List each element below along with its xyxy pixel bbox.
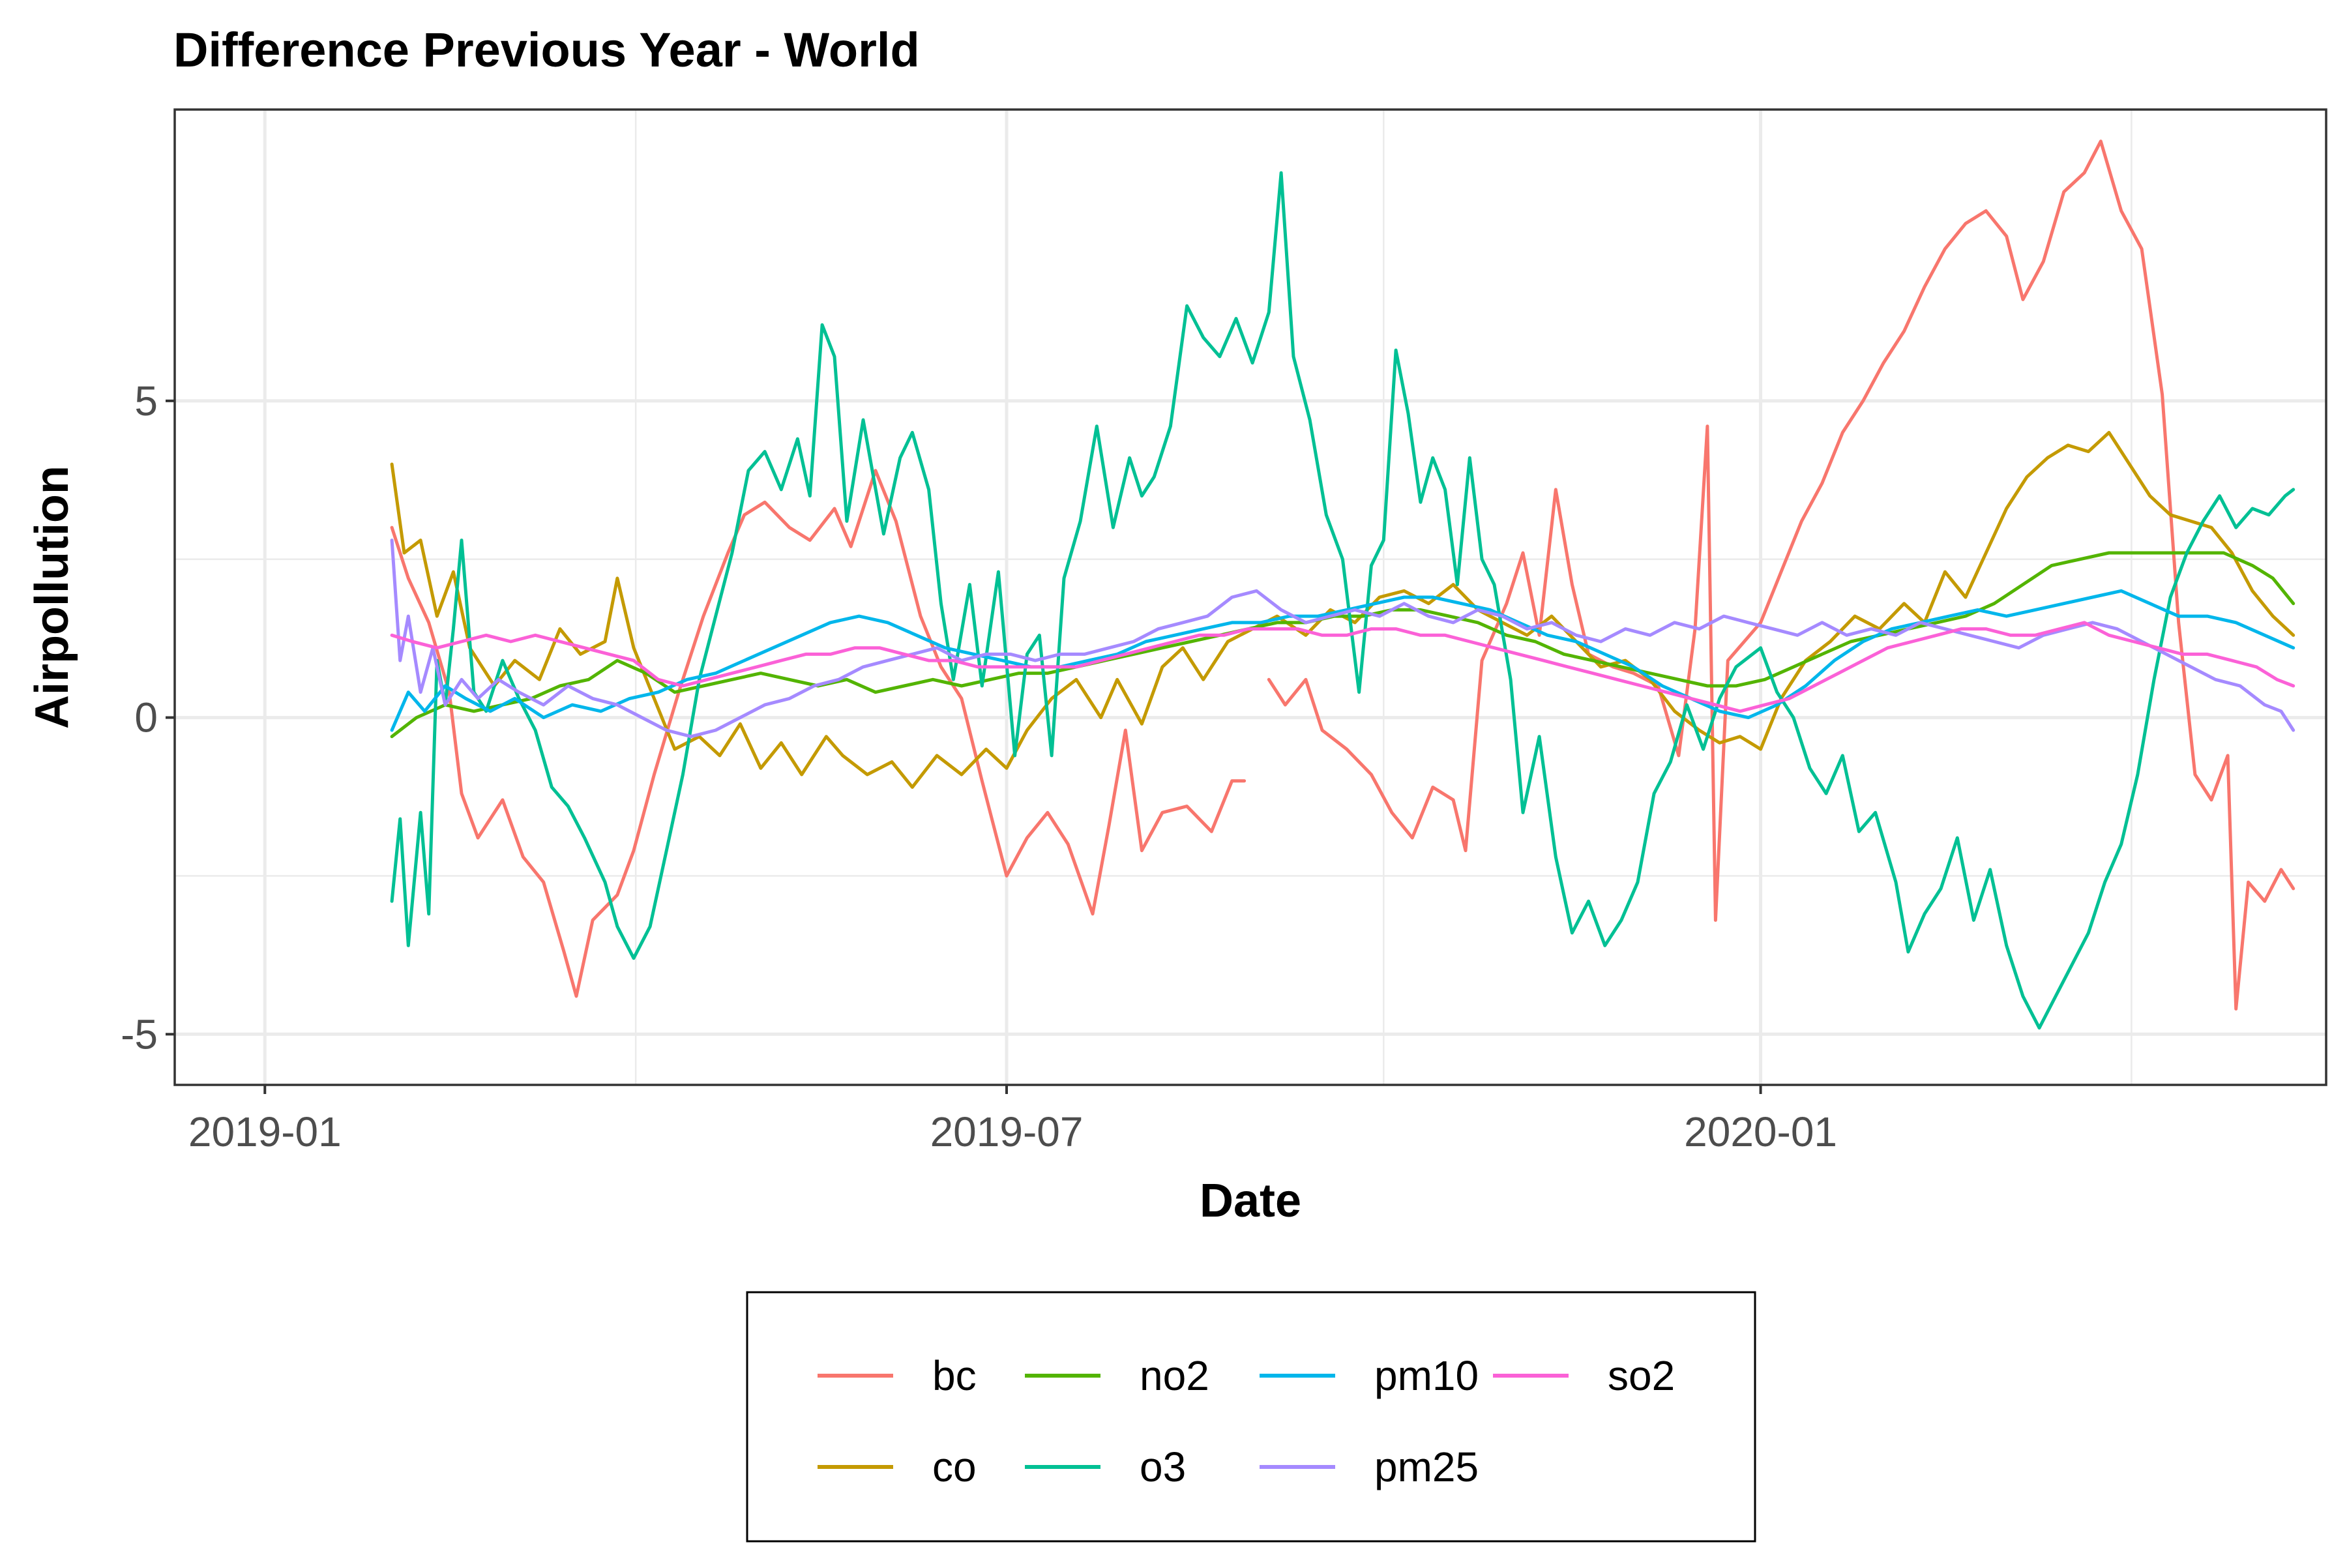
- x-tick-label: 2020-01: [1684, 1108, 1837, 1155]
- legend: bc no2 pm10 so2 co o3 pm25: [746, 1291, 1756, 1543]
- series-line-co: [390, 430, 2295, 789]
- legend-label-so2: so2: [1608, 1352, 1675, 1399]
- y-tick-label: 0: [134, 694, 158, 741]
- legend-box: [746, 1291, 1756, 1543]
- series-lines: [390, 140, 2295, 1030]
- series-line-pm10: [390, 589, 2295, 732]
- major-gridlines: [175, 110, 2326, 1085]
- legend-label-bc: bc: [932, 1352, 977, 1399]
- minor-gridlines: [175, 110, 2326, 1085]
- series-line-so2: [390, 621, 2295, 713]
- legend-label-pm10: pm10: [1374, 1352, 1479, 1399]
- y-axis-title: Airpollution: [26, 466, 78, 729]
- y-tick-label: -5: [121, 1011, 158, 1058]
- plot-panel: [173, 108, 2327, 1086]
- chart-title: Difference Previous Year - World: [173, 23, 920, 77]
- panel-border: [173, 108, 2327, 1086]
- x-axis: 2019-01 2019-07 2020-01: [188, 1085, 1837, 1155]
- y-axis: -5 0 5: [121, 377, 175, 1058]
- x-tick-label: 2019-07: [930, 1108, 1084, 1155]
- x-axis-title: Date: [1200, 1175, 1301, 1227]
- legend-label-pm25: pm25: [1374, 1443, 1479, 1490]
- series-line-bc: [390, 140, 2295, 1011]
- legend-label-no2: no2: [1140, 1352, 1209, 1399]
- y-tick-label: 5: [134, 377, 158, 424]
- panel-background: [175, 110, 2326, 1085]
- legend-label-co: co: [932, 1443, 977, 1490]
- series-line-pm25: [390, 539, 2295, 739]
- x-tick-label: 2019-01: [188, 1108, 342, 1155]
- legend-label-o3: o3: [1140, 1443, 1186, 1490]
- series-line-o3: [390, 171, 2295, 1030]
- legend-items: bc no2 pm10 so2 co o3 pm25: [818, 1352, 1675, 1490]
